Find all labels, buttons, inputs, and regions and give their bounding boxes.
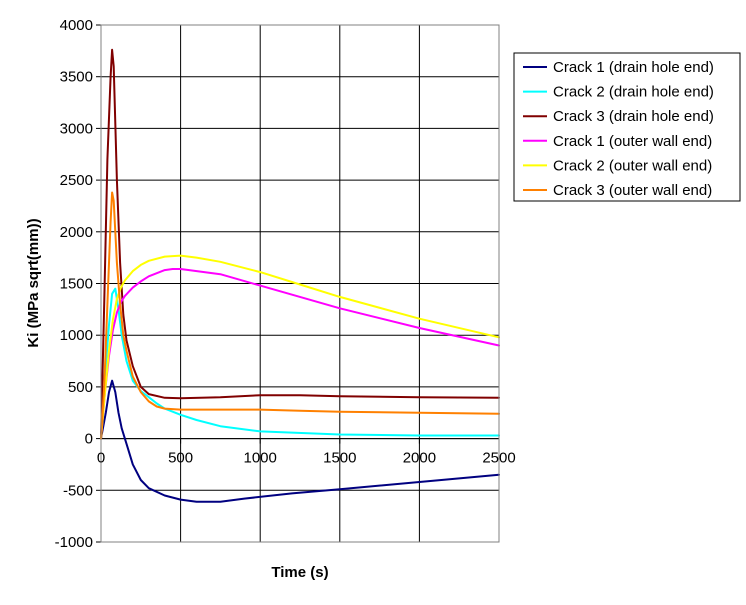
y-tick-label: 3500 — [60, 69, 93, 86]
series-line-4 — [100, 268, 500, 440]
x-tick-label: 2000 — [403, 450, 436, 467]
legend-label-1: Crack 1 (drain hole end) — [553, 59, 714, 76]
y-tick-label: 3000 — [60, 120, 93, 137]
y-axis-label: Ki (MPa sqrt(mm)) — [25, 218, 42, 347]
x-tick-label: 2500 — [482, 450, 515, 467]
y-tick-label: 1000 — [60, 327, 93, 344]
series-line-5 — [100, 254, 500, 440]
y-tick-label: 4000 — [60, 17, 93, 34]
x-tick-label: 0 — [97, 450, 105, 467]
legend: Crack 1 (drain hole end) Crack 2 (drain h… — [513, 52, 741, 202]
x-tick-label: 1500 — [323, 450, 356, 467]
series-line-6 — [100, 191, 500, 440]
legend-label-3: Crack 3 (drain hole end) — [553, 108, 714, 125]
legend-label-5: Crack 2 (outer wall end) — [553, 157, 712, 174]
y-tick-label: 0 — [85, 431, 93, 448]
series-line-1 — [100, 379, 500, 503]
legend-label-4: Crack 1 (outer wall end) — [553, 133, 712, 150]
legend-label-2: Crack 2 (drain hole end) — [553, 84, 714, 101]
plot-area-border — [100, 24, 500, 543]
series-line-3 — [100, 48, 500, 440]
tick-labels: -1000-5000500100015002000250030003500400… — [55, 17, 516, 551]
series-line-2 — [100, 287, 500, 440]
y-tick-label: -1000 — [55, 534, 93, 551]
y-tick-label: 2500 — [60, 172, 93, 189]
y-tick-label: -500 — [63, 482, 93, 499]
legend-box — [513, 52, 741, 202]
x-axis-label: Time (s) — [271, 564, 328, 581]
series-lines — [100, 48, 500, 503]
x-tick-label: 1000 — [244, 450, 277, 467]
y-tick-label: 500 — [68, 379, 93, 396]
x-tick-label: 500 — [168, 450, 193, 467]
y-tick-label: 1500 — [60, 276, 93, 293]
legend-label-6: Crack 3 (outer wall end) — [553, 182, 712, 199]
y-tick-label: 2000 — [60, 224, 93, 241]
